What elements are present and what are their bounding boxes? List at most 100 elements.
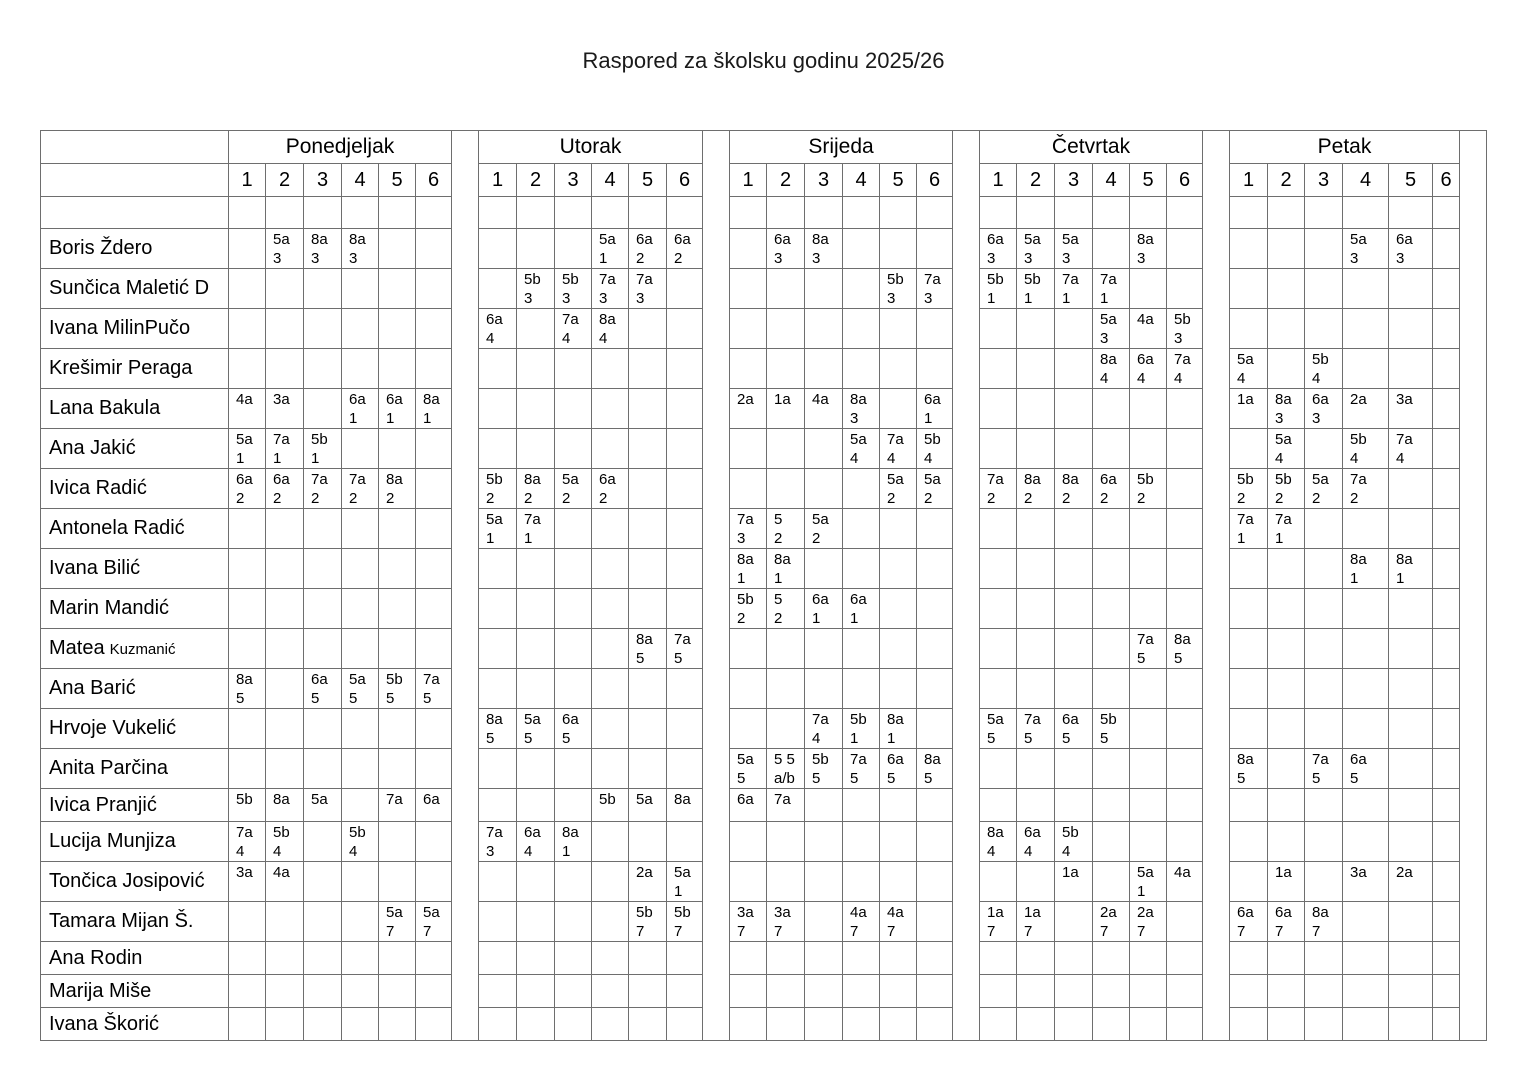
- schedule-cell: [516, 628, 555, 669]
- schedule-cell: 5a 5: [729, 748, 767, 789]
- teacher-name-cell: Tamara Mijan Š.: [40, 901, 229, 942]
- schedule-cell: [766, 428, 805, 469]
- schedule-cell: [341, 748, 379, 789]
- spacer-column: [702, 788, 730, 822]
- schedule-cell: 5b 2: [1129, 468, 1167, 509]
- teacher-name-cell: Boris Ždero: [40, 228, 229, 269]
- schedule-cell: [842, 1007, 880, 1041]
- schedule-cell: 2a: [729, 388, 767, 429]
- spacer-column: [1459, 588, 1487, 629]
- schedule-cell: 6a 4: [478, 308, 517, 349]
- schedule-cell: 6a 4: [516, 821, 555, 862]
- schedule-cell: [1388, 508, 1433, 549]
- schedule-cell: [979, 388, 1017, 429]
- schedule-cell: [1267, 588, 1305, 629]
- schedule-cell: 5a 2: [916, 468, 953, 509]
- schedule-cell: [1092, 861, 1130, 902]
- schedule-cell: [1432, 668, 1460, 709]
- schedule-cell: [1129, 588, 1167, 629]
- schedule-cell: [628, 428, 667, 469]
- schedule-cell: [1342, 941, 1389, 975]
- schedule-cell: 5a 4: [1267, 428, 1305, 469]
- schedule-cell: 8a 3: [1129, 228, 1167, 269]
- table-row: Tamara Mijan Š. 5a 7 5a 7 5b 7 5b 7 3a 7 3a 7 4…: [40, 901, 1487, 942]
- schedule-cell: [666, 268, 703, 309]
- schedule-cell: 6a 1: [916, 388, 953, 429]
- schedule-cell: [1342, 1007, 1389, 1041]
- teacher-name: Anita Parčina: [49, 757, 168, 779]
- schedule-cell: 6a 2: [265, 468, 304, 509]
- schedule-cell: [516, 748, 555, 789]
- schedule-cell: [1388, 628, 1433, 669]
- schedule-cell: [804, 268, 843, 309]
- spacer-column: [1459, 348, 1487, 389]
- spacer-column: [702, 348, 730, 389]
- schedule-cell: [628, 974, 667, 1008]
- schedule-cell: [516, 861, 555, 902]
- spacer-column: [702, 974, 730, 1008]
- schedule-cell: [265, 308, 304, 349]
- schedule-cell: [303, 821, 342, 862]
- schedule-cell: [228, 941, 266, 975]
- schedule-cell: 6a 4: [1129, 348, 1167, 389]
- schedule-cell: 5b 2: [1229, 468, 1268, 509]
- spacer-column: [1202, 1007, 1230, 1041]
- schedule-cell: [1229, 861, 1268, 902]
- schedule-cell: 5a 7: [378, 901, 416, 942]
- spacer-column: [451, 130, 479, 164]
- schedule-cell: [554, 974, 592, 1008]
- schedule-cell: [842, 196, 880, 229]
- schedule-cell: 5b 5: [804, 748, 843, 789]
- schedule-cell: [766, 348, 805, 389]
- schedule-cell: [842, 668, 880, 709]
- schedule-cell: [1054, 628, 1093, 669]
- spacer-column: [451, 308, 479, 349]
- schedule-cell: [1342, 668, 1389, 709]
- schedule-cell: [554, 196, 592, 229]
- spacer-column: [702, 196, 730, 229]
- schedule-cell: [1016, 428, 1055, 469]
- teacher-name-small: Kuzmanić: [109, 641, 176, 658]
- schedule-cell: [916, 628, 953, 669]
- schedule-cell: [478, 588, 517, 629]
- schedule-cell: [478, 388, 517, 429]
- schedule-cell: [916, 1007, 953, 1041]
- schedule-cell: [554, 788, 592, 822]
- schedule-cell: [303, 1007, 342, 1041]
- schedule-cell: [1016, 196, 1055, 229]
- schedule-cell: [1432, 1007, 1460, 1041]
- schedule-cell: [1129, 548, 1167, 589]
- schedule-cell: [265, 268, 304, 309]
- schedule-cell: [378, 628, 416, 669]
- schedule-cell: 6a: [415, 788, 452, 822]
- schedule-cell: [303, 588, 342, 629]
- schedule-cell: 5b 3: [516, 268, 555, 309]
- schedule-cell: [1267, 628, 1305, 669]
- schedule-cell: 7a 3: [478, 821, 517, 862]
- schedule-cell: 6a 5: [1054, 708, 1093, 749]
- schedule-cell: 7a 3: [628, 268, 667, 309]
- teacher-name: Lucija Munjiza: [49, 830, 176, 852]
- schedule-cell: [1388, 668, 1433, 709]
- schedule-cell: [1267, 1007, 1305, 1041]
- schedule-cell: [1229, 268, 1268, 309]
- schedule-cell: [1092, 428, 1130, 469]
- schedule-cell: 8a 4: [1092, 348, 1130, 389]
- schedule-cell: [1016, 588, 1055, 629]
- schedule-cell: [591, 748, 629, 789]
- spacer-column: [451, 428, 479, 469]
- schedule-cell: [1166, 748, 1203, 789]
- schedule-cell: [1432, 901, 1460, 942]
- schedule-cell: 7a 4: [804, 708, 843, 749]
- schedule-cell: [842, 974, 880, 1008]
- schedule-cell: [666, 708, 703, 749]
- schedule-cell: [228, 196, 266, 229]
- schedule-cell: 4a: [804, 388, 843, 429]
- schedule-cell: [1166, 548, 1203, 589]
- schedule-cell: [228, 628, 266, 669]
- spacer-column: [1202, 588, 1230, 629]
- schedule-cell: [1229, 821, 1268, 862]
- period-header: 1: [979, 163, 1017, 197]
